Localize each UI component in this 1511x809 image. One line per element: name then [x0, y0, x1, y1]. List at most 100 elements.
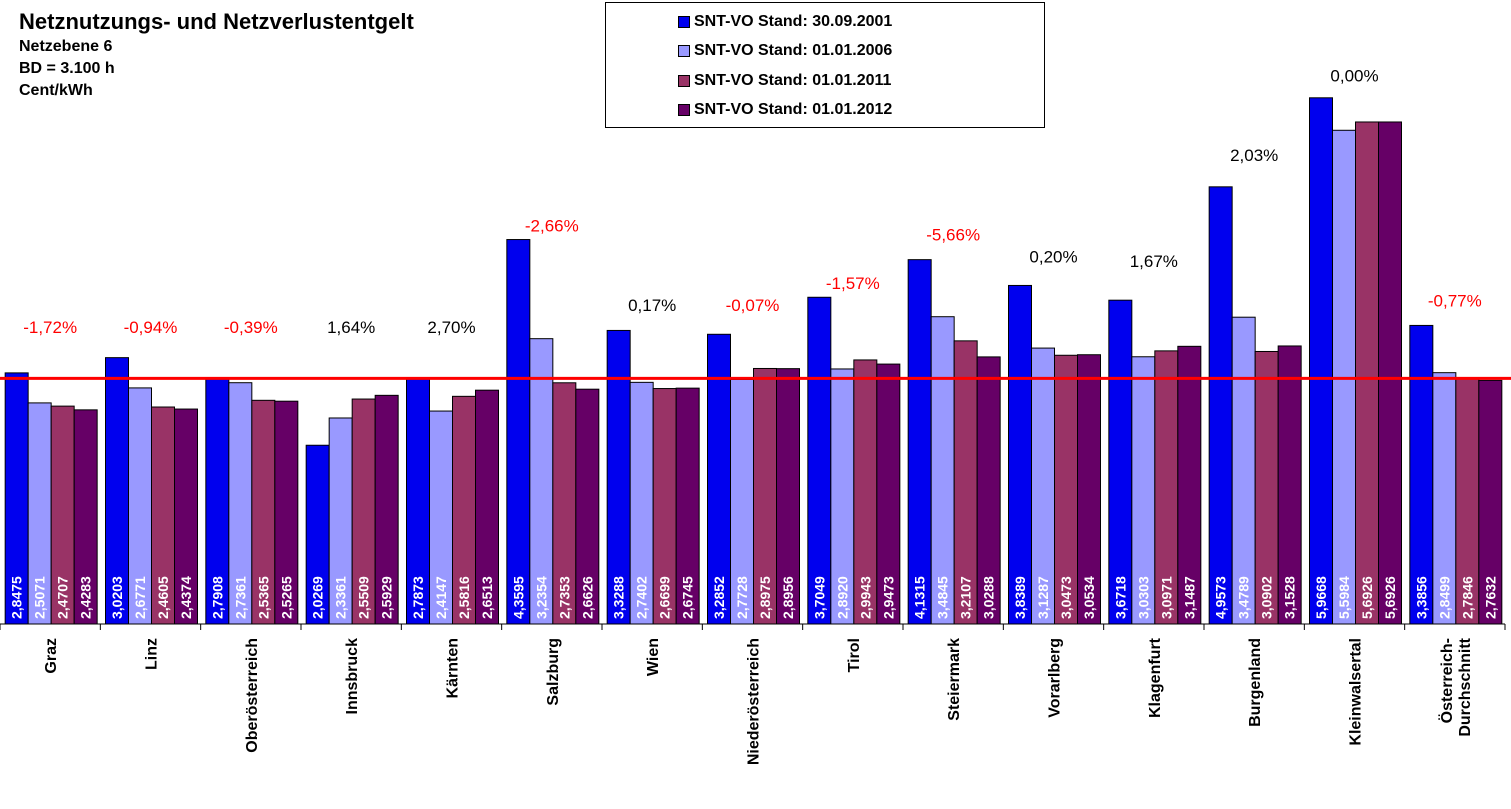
- change-annotation: 2,03%: [1230, 146, 1278, 165]
- legend-label-2012: SNT-VO Stand: 01.01.2012: [694, 101, 893, 119]
- chart-subtitle-3: Cent/kWh: [19, 82, 93, 99]
- x-tick-label: Linz: [144, 638, 161, 670]
- bar-value-label: 2,4374: [178, 576, 194, 619]
- bar-value-label: 2,4283: [78, 576, 94, 619]
- bar-value-label: 3,0534: [1081, 576, 1097, 619]
- bar-value-label: 2,8920: [834, 576, 850, 619]
- legend-swatch-2006: [678, 45, 690, 58]
- x-tick-label: Durchschnitt: [1457, 637, 1474, 736]
- bar-value-label: 2,4605: [155, 576, 171, 619]
- bar-value-label: 3,3288: [611, 576, 627, 619]
- bar-value-label: 2,5265: [278, 576, 294, 619]
- bar-value-label: 4,3595: [510, 576, 526, 619]
- bar-value-label: 2,8975: [757, 576, 773, 619]
- legend-swatch-2011: [678, 74, 690, 87]
- x-tick-label: Tirol: [846, 638, 863, 672]
- x-tick-label: Klagenfurt: [1147, 637, 1164, 718]
- x-tick-label: Burgenland: [1247, 638, 1264, 727]
- bar-3-14: [1355, 121, 1379, 625]
- change-annotation: -0,94%: [124, 318, 178, 337]
- bar-value-label: 2,7728: [734, 576, 750, 619]
- bar-value-label: 4,1315: [912, 576, 928, 619]
- x-tick-label: Graz: [43, 638, 60, 674]
- x-tick-label: Vorarlberg: [1047, 638, 1064, 718]
- chart-subtitle-1: Netzebene 6: [19, 38, 113, 55]
- bar-value-label: 2,7846: [1459, 576, 1475, 619]
- bar-value-label: 3,0971: [1158, 576, 1174, 619]
- bar-value-label: 2,7873: [410, 576, 426, 619]
- bar-value-label: 2,8475: [9, 576, 25, 619]
- bar-value-label: 2,5071: [32, 576, 48, 619]
- bar-value-label: 2,9473: [880, 576, 896, 619]
- bar-value-label: 2,7361: [232, 576, 248, 619]
- bar-value-label: 4,9573: [1213, 576, 1229, 619]
- bar-value-label: 2,5929: [379, 576, 395, 619]
- bar-value-label: 3,0473: [1058, 576, 1074, 619]
- legend-label-2011: SNT-VO Stand: 01.01.2011: [694, 71, 892, 89]
- bar-value-label: 2,7402: [634, 576, 650, 619]
- bar-1-12: [1108, 299, 1133, 625]
- bar-value-label: 2,5365: [255, 576, 271, 619]
- change-annotation: -1,57%: [826, 274, 880, 293]
- change-annotation: 1,67%: [1130, 252, 1178, 271]
- bar-value-label: 3,0288: [981, 576, 997, 619]
- bar-value-label: 3,3856: [1413, 576, 1429, 619]
- x-tick-label: Innsbruck: [344, 638, 361, 715]
- bar-value-label: 2,4707: [55, 576, 71, 619]
- legend-item-2011: SNT-VO Stand: 01.01.2011: [606, 66, 1044, 96]
- change-annotation: -0,39%: [224, 318, 278, 337]
- bar-value-label: 2,4147: [433, 576, 449, 619]
- bar-value-label: 2,6513: [479, 576, 495, 619]
- bar-value-label: 2,6745: [680, 576, 696, 619]
- bar-value-label: 2,5509: [356, 576, 372, 619]
- change-annotation: -0,07%: [726, 296, 780, 315]
- change-annotation: 2,70%: [427, 318, 475, 337]
- chart-subtitle-2: BD = 3.100 h: [19, 60, 115, 77]
- bar-1-11: [1008, 284, 1032, 625]
- bar-value-label: 2,7353: [556, 576, 572, 619]
- bar-value-label: 3,4789: [1236, 576, 1252, 619]
- x-tick-label: Kleinwalsertal: [1348, 638, 1365, 746]
- chart-legend: SNT-VO Stand: 30.09.2001 SNT-VO Stand: 0…: [605, 2, 1045, 128]
- x-tick-label: Steiermark: [946, 638, 963, 721]
- bar-value-label: 3,8389: [1012, 576, 1028, 619]
- change-annotation: 0,17%: [628, 296, 676, 315]
- legend-label-2006: SNT-VO Stand: 01.01.2006: [694, 42, 893, 60]
- x-tick-label: Kärnten: [445, 638, 462, 698]
- bar-value-label: 2,6699: [657, 576, 673, 619]
- bar-value-label: 2,7908: [209, 576, 225, 619]
- legend-swatch-2012: [678, 104, 690, 117]
- bar-value-label: 2,3361: [333, 576, 349, 619]
- x-tick-label: Österreich-: [1437, 638, 1456, 723]
- bar-value-label: 3,0303: [1135, 576, 1151, 619]
- bar-1-13: [1208, 186, 1233, 625]
- bar-value-label: 2,9943: [857, 576, 873, 619]
- legend-item-2006: SNT-VO Stand: 01.01.2006: [606, 37, 1044, 67]
- legend-item-2001: SNT-VO Stand: 30.09.2001: [606, 7, 1044, 37]
- change-annotation: 1,64%: [327, 318, 375, 337]
- chart-title: Netznutzungs- und Netzverlustentgelt: [19, 9, 414, 34]
- bar-value-label: 5,6926: [1359, 576, 1375, 619]
- bar-value-label: 3,1528: [1282, 576, 1298, 619]
- bar-value-label: 2,7632: [1482, 576, 1498, 619]
- title-block: Netznutzungs- und Netzverlustentgelt Net…: [19, 8, 414, 102]
- change-annotation: 0,00%: [1330, 67, 1378, 86]
- legend-label-2001: SNT-VO Stand: 30.09.2001: [694, 12, 893, 30]
- bar-1-14: [1309, 97, 1333, 625]
- bar-1-10: [907, 259, 932, 625]
- x-tick-label: Wien: [645, 638, 662, 676]
- bar-value-label: 3,0902: [1259, 576, 1275, 619]
- bar-value-label: 2,0269: [310, 576, 326, 619]
- bar-value-label: 3,4845: [935, 576, 951, 619]
- legend-swatch-2001: [678, 15, 690, 28]
- legend-item-2012: SNT-VO Stand: 01.01.2012: [606, 96, 1044, 126]
- bar-value-label: 3,1287: [1035, 576, 1051, 619]
- x-tick-label: Salzburg: [545, 638, 562, 706]
- bar-value-label: 5,6926: [1382, 576, 1398, 619]
- change-annotation: -5,66%: [926, 225, 980, 244]
- change-annotation: -2,66%: [525, 217, 579, 236]
- bar-value-label: 3,2852: [711, 576, 727, 619]
- bar-value-label: 3,6718: [1112, 576, 1128, 619]
- bar-value-label: 5,9668: [1313, 576, 1329, 619]
